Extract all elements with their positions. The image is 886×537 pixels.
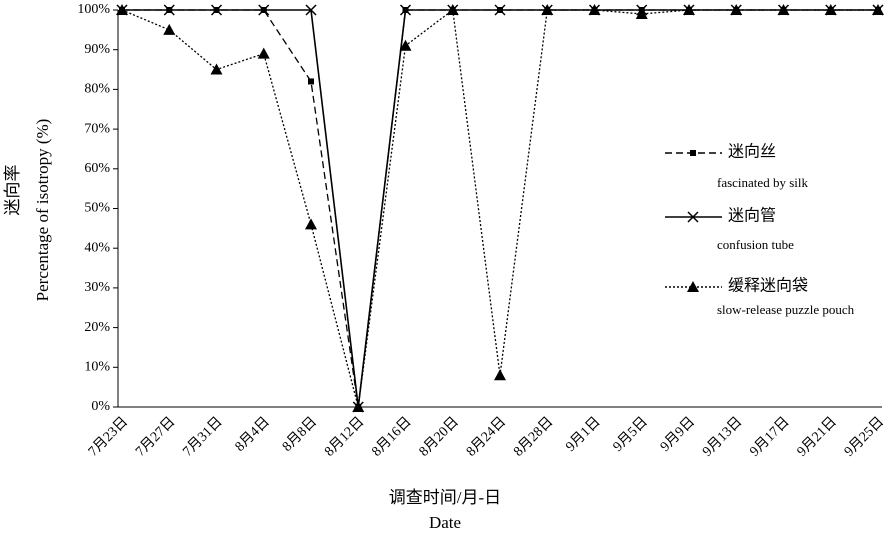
marker bbox=[730, 4, 743, 15]
marker bbox=[777, 4, 790, 15]
x-tick-label: 7月23日 bbox=[85, 414, 131, 460]
marker bbox=[305, 218, 317, 230]
marker bbox=[210, 4, 223, 16]
x-tick-label: 9月25日 bbox=[841, 414, 886, 460]
y-title-en: Percentage of isotropy (%) bbox=[33, 119, 52, 302]
marker bbox=[399, 39, 412, 51]
x-title: 调查时间/月-日 bbox=[389, 488, 501, 507]
x-tick-label: 9月1日 bbox=[563, 414, 604, 455]
legend-label-en: confusion tube bbox=[717, 237, 794, 252]
marker bbox=[305, 4, 317, 16]
legend-label: 缓释迷向袋 bbox=[728, 277, 808, 295]
x-tick-label: 8月28日 bbox=[510, 414, 556, 460]
y-title: 迷向率 bbox=[3, 165, 22, 216]
x-tick-label: 9月13日 bbox=[699, 414, 745, 460]
x-tick-label: 9月9日 bbox=[657, 414, 698, 455]
marker bbox=[258, 4, 270, 16]
marker bbox=[163, 23, 176, 35]
x-tick-label: 7月27日 bbox=[132, 414, 178, 460]
x-tick-label: 9月17日 bbox=[747, 414, 793, 460]
marker bbox=[683, 4, 695, 15]
y-tick-label: 0% bbox=[91, 399, 110, 414]
marker bbox=[872, 4, 884, 15]
marker bbox=[635, 7, 648, 19]
y-tick-label: 20% bbox=[84, 320, 110, 335]
legend-label: 迷向丝 bbox=[728, 143, 776, 161]
y-tick-label: 30% bbox=[84, 280, 110, 295]
marker bbox=[257, 47, 270, 59]
legend-label: 迷向管 bbox=[728, 207, 776, 225]
marker bbox=[210, 63, 223, 75]
y-tick-label: 80% bbox=[84, 82, 110, 97]
x-tick-label: 9月5日 bbox=[610, 414, 651, 455]
marker bbox=[352, 401, 365, 412]
legend-label-en: fascinated by silk bbox=[717, 175, 808, 190]
x-tick-label: 8月12日 bbox=[321, 414, 367, 460]
y-tick-label: 40% bbox=[84, 240, 110, 255]
marker bbox=[399, 4, 412, 16]
x-tick-label: 7月31日 bbox=[180, 414, 226, 460]
x-tick-label: 8月24日 bbox=[463, 414, 509, 460]
marker bbox=[588, 4, 601, 15]
marker bbox=[308, 78, 314, 85]
legend-marker bbox=[690, 150, 696, 156]
x-tick-label: 8月16日 bbox=[369, 414, 415, 460]
marker bbox=[163, 4, 175, 16]
y-tick-label: 100% bbox=[77, 2, 110, 17]
marker bbox=[494, 4, 506, 16]
y-tick-label: 90% bbox=[84, 42, 110, 57]
x-tick-label: 8月4日 bbox=[232, 414, 273, 455]
legend-marker bbox=[687, 281, 699, 292]
legend-marker bbox=[687, 211, 699, 223]
marker bbox=[824, 4, 837, 15]
legend-label-en: slow-release puzzle pouch bbox=[717, 302, 855, 317]
y-tick-label: 10% bbox=[84, 360, 110, 375]
y-tick-label: 60% bbox=[84, 161, 110, 176]
y-tick-label: 70% bbox=[84, 121, 110, 136]
marker bbox=[446, 4, 459, 15]
marker bbox=[116, 4, 128, 15]
x-tick-label: 9月21日 bbox=[794, 414, 840, 460]
marker bbox=[494, 369, 506, 381]
x-tick-label: 8月8日 bbox=[279, 414, 320, 455]
x-tick-label: 8月20日 bbox=[416, 414, 462, 460]
y-tick-label: 50% bbox=[84, 201, 110, 216]
x-title-en: Date bbox=[429, 513, 461, 532]
marker bbox=[541, 4, 554, 15]
